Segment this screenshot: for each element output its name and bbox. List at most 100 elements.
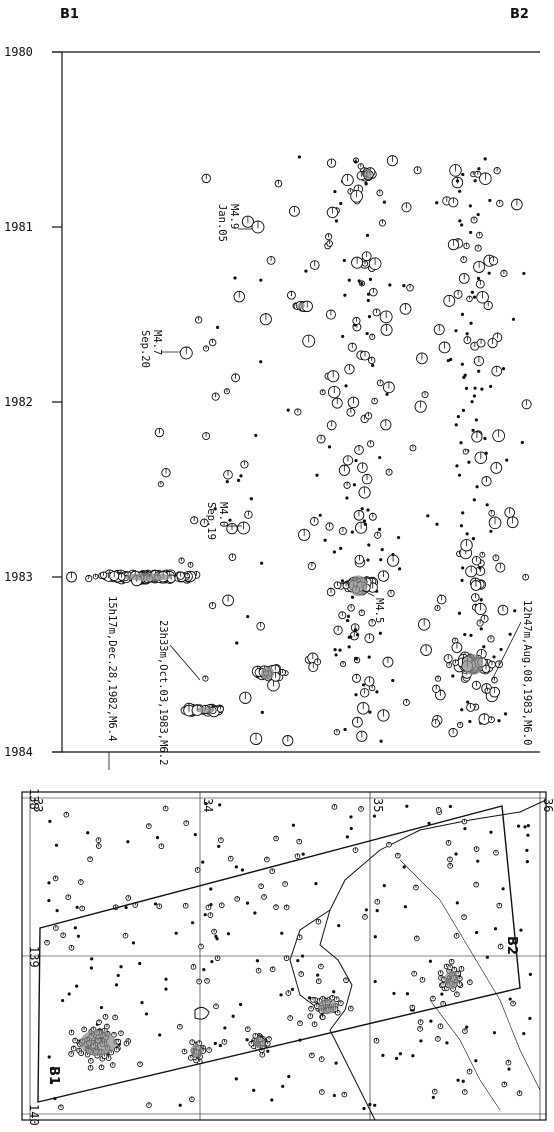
event-point (458, 189, 462, 193)
event-point (463, 336, 472, 345)
epicenter-point (287, 1015, 294, 1021)
epicenter-point (213, 1003, 219, 1010)
epicenter-point (273, 835, 279, 842)
event-point (339, 201, 343, 206)
epicenter-point (118, 1030, 124, 1037)
epicenter-point (386, 841, 392, 848)
island (194, 1006, 210, 1020)
epicenter-point (337, 924, 341, 928)
event-point (492, 554, 500, 562)
epicenter-point (196, 978, 202, 985)
event-point (473, 355, 485, 367)
event-point (241, 215, 254, 228)
epicenter-point (115, 1038, 122, 1045)
event-point (368, 257, 382, 270)
event-point (351, 256, 364, 269)
epicenter-point (153, 902, 158, 906)
coastline (319, 799, 547, 1121)
event-point (465, 565, 478, 578)
event-point (380, 548, 384, 552)
event-point (474, 170, 482, 178)
epicenter-point (105, 1055, 112, 1061)
epicenter-point (285, 990, 292, 996)
event-point (342, 455, 354, 466)
event-point (380, 323, 393, 336)
epicenter-point (122, 932, 129, 939)
event-point (378, 631, 383, 635)
epicenter-point (409, 1004, 416, 1011)
epicenter-point (279, 993, 283, 997)
event-point (478, 713, 491, 725)
event-point (474, 602, 487, 616)
event-point (360, 507, 364, 511)
event-point (477, 369, 481, 373)
event-point (479, 598, 483, 602)
event-point (496, 199, 504, 208)
event-point (355, 633, 360, 637)
event-point (449, 164, 462, 177)
epicenter-cluster (190, 1044, 203, 1058)
epicenter-point (448, 804, 453, 809)
epicenter-point (193, 833, 197, 837)
event-point (488, 716, 495, 724)
epicenter-point (116, 973, 120, 978)
aftershock-cluster (364, 169, 372, 180)
epicenter-point (174, 931, 178, 935)
event-point (469, 230, 473, 235)
event-point (92, 573, 99, 580)
event-point (448, 197, 459, 208)
epicenter-point (231, 1014, 235, 1018)
event-point (332, 550, 337, 554)
event-point (369, 333, 376, 340)
epicenter-point (352, 847, 359, 853)
epicenter-point (102, 1013, 109, 1020)
epicenter-point (202, 968, 206, 972)
epicenter-point (264, 1040, 271, 1047)
event-point (260, 561, 264, 565)
epicenter-point (189, 1039, 196, 1045)
event-point (333, 581, 342, 590)
epicenter-point (287, 1074, 291, 1079)
epicenter-point (234, 1077, 238, 1081)
event-point (352, 483, 357, 487)
event-point (488, 256, 499, 266)
epicenter-point (453, 932, 460, 939)
event-point (288, 205, 300, 217)
epicenter-point (523, 825, 527, 829)
event-point (416, 352, 428, 365)
event-point (386, 155, 398, 167)
epicenter-point (318, 1089, 325, 1095)
event-point (333, 648, 337, 652)
epicenter-point (281, 1084, 285, 1088)
event-point (240, 460, 249, 469)
event-point (307, 561, 317, 571)
epicenter-point (455, 901, 459, 905)
epicenter-point (349, 826, 353, 831)
epicenter-point (402, 865, 406, 869)
epicenter-point (301, 852, 305, 856)
epicenter-point (183, 820, 190, 826)
event-point (235, 641, 239, 645)
epicenter-point (283, 955, 290, 961)
epicenter-point (394, 852, 401, 859)
time-tick-label: 1983 (4, 570, 33, 584)
event-point (364, 182, 368, 186)
event-point (476, 212, 480, 217)
epicenter-point (261, 894, 267, 900)
event-point (476, 276, 481, 281)
epicenter-point (435, 807, 442, 813)
aftershock-cluster (462, 654, 484, 675)
epicenter-point (187, 1055, 194, 1061)
event-point (259, 313, 272, 326)
aftershock-cluster (349, 575, 368, 597)
epicenter-point (78, 879, 84, 885)
event-point (479, 627, 483, 631)
epicenter-point (319, 1014, 326, 1021)
label-b1: B1 (60, 7, 79, 22)
event-point (326, 587, 336, 597)
event-point (334, 219, 339, 223)
epicenter-point (364, 908, 368, 912)
event-point (201, 173, 211, 184)
event-point (350, 530, 354, 534)
epicenter-point (290, 987, 295, 991)
